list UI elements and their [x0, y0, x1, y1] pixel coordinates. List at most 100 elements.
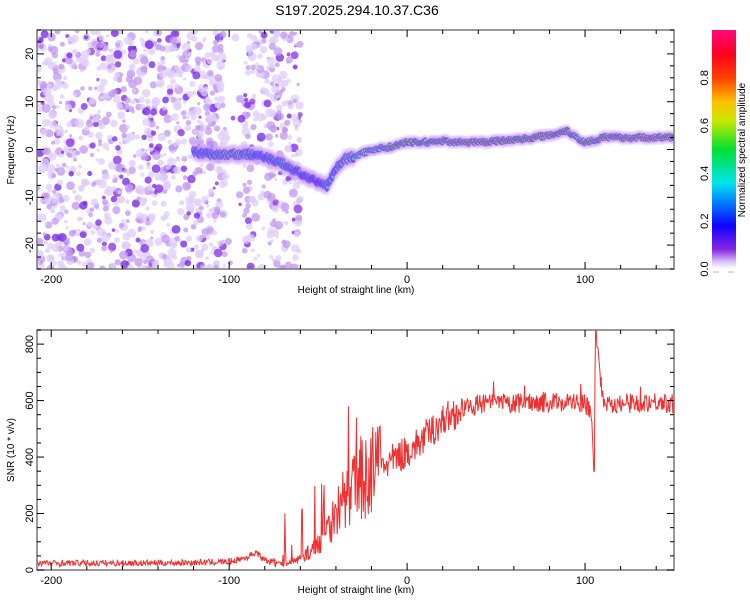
- spectrogram-noise-blob: [178, 261, 186, 268]
- spectrogram-noise-blob: [95, 30, 101, 36]
- spectrogram-noise-blob: [51, 61, 57, 68]
- spectrogram-noise-blob: [43, 192, 50, 199]
- spectrogram-noise-blob: [137, 226, 143, 231]
- spectrogram-noise-blob: [83, 238, 92, 246]
- spectrogram-noise-blob: [205, 137, 214, 146]
- spectrogram-noise-blob: [123, 168, 128, 173]
- spectrogram-noise-blob: [78, 164, 82, 169]
- y-tick-label: -10: [24, 189, 36, 205]
- spectrogram-noise-blob: [246, 262, 255, 269]
- colorbar-ticks: 0.0 0.2 0.4 0.6 0.8: [699, 70, 734, 277]
- spectrogram-noise-blob: [220, 128, 229, 137]
- spectrogram-noise-blob: [276, 110, 282, 116]
- spectrogram-noise-blob: [96, 78, 100, 82]
- spectrogram-noise-blob: [216, 60, 226, 70]
- spectrogram-noise-blob: [205, 96, 211, 102]
- spectrogram-noise-blob: [47, 46, 53, 52]
- spectrogram-noise-blob: [245, 133, 251, 140]
- spectrogram-noise-blob: [183, 77, 187, 81]
- spectrogram-noise-blob: [114, 201, 119, 206]
- spectrogram-noise-blob: [264, 172, 273, 181]
- spectrogram-noise-blob: [257, 53, 263, 59]
- spectrogram-noise-blob: [206, 58, 213, 65]
- spectrogram-noise-blob: [79, 145, 89, 154]
- spectrogram-noise-blob: [221, 251, 228, 258]
- spectrogram-noise-blob: [282, 80, 289, 87]
- spectrogram-noise-blob: [141, 156, 145, 160]
- spectrogram-noise-blob: [296, 195, 304, 203]
- spectrogram-noise-blob: [213, 219, 217, 223]
- spectrogram-noise-blob: [71, 201, 80, 210]
- spectrogram-noise-blob: [44, 248, 50, 254]
- spectrogram-noise-blob: [51, 197, 58, 204]
- spectrogram-noise-blob: [160, 200, 167, 207]
- spectrogram-noise-blob: [140, 243, 150, 253]
- spectrogram-noise-blob: [186, 255, 192, 261]
- spectrogram-noise-blob: [285, 56, 293, 64]
- spectrogram-noise-blob: [209, 90, 216, 96]
- spectrogram-noise-blob: [255, 65, 259, 70]
- spectrogram-noise-blob: [98, 142, 102, 147]
- spectrogram-noise-blob: [98, 265, 106, 269]
- spectrogram-noise-blob: [176, 121, 180, 125]
- spectrogram-noise-blob: [109, 249, 113, 253]
- spectrogram-noise-blob: [192, 71, 201, 80]
- spectrogram-noise-blob: [61, 162, 67, 168]
- spectrogram-noise-blob: [180, 165, 188, 172]
- spectrogram-noise-blob: [92, 116, 99, 123]
- spectrogram-noise-blob: [166, 88, 174, 95]
- spectrogram-noise-blob: [75, 118, 85, 128]
- spectrogram-noise-blob: [184, 124, 192, 132]
- x-tick-label: -200: [40, 274, 62, 286]
- spectrogram-noise-blob: [267, 141, 274, 147]
- spectrogram-noise-blob: [98, 158, 105, 165]
- spectrogram-noise-blob: [37, 249, 44, 259]
- spectrogram-noise-blob: [185, 64, 193, 73]
- spectrogram-noise-blob: [191, 36, 198, 42]
- spectrogram-noise-blob: [43, 240, 49, 245]
- spectrogram-noise-blob: [151, 96, 161, 106]
- spectrogram-noise-blob: [149, 81, 157, 89]
- spectrogram-noise-blob: [73, 157, 77, 162]
- spectrogram-noise-blob: [292, 254, 299, 261]
- spectrogram-noise-blob: [90, 30, 98, 36]
- spectrogram-noise-blob: [155, 30, 162, 37]
- spectrogram-noise-blob: [151, 164, 161, 174]
- spectrogram-noise-blob: [187, 51, 193, 57]
- spectrogram-noise-blob: [203, 86, 209, 91]
- spectrogram-noise-blob: [128, 159, 136, 167]
- spectrogram-noise-blob: [274, 62, 280, 68]
- spectrogram-noise-blob: [107, 242, 117, 252]
- spectrogram-noise-blob: [151, 264, 158, 269]
- spectrogram-noise-blob: [219, 181, 226, 189]
- spectrogram-noise-blob: [246, 223, 253, 230]
- spectrogram-noise-blob: [56, 167, 66, 176]
- spectrogram-noise-blob: [156, 38, 162, 43]
- spectrogram-noise-blob: [238, 202, 242, 207]
- spectrogram-noise-blob: [169, 43, 178, 52]
- spectrogram-noise-blob: [266, 121, 276, 130]
- spectrogram-noise-blob: [99, 62, 108, 71]
- spectrogram-noise-blob: [207, 193, 212, 198]
- spectrogram-noise-blob: [141, 134, 147, 141]
- spectrogram-noise-blob: [112, 206, 121, 215]
- spectrogram-noise-blob: [80, 103, 88, 110]
- spectrogram-noise-blob: [213, 264, 219, 269]
- spectrogram-noise-blob: [37, 184, 41, 191]
- spectrogram-noise-blob: [256, 132, 266, 142]
- spectrogram-noise-blob: [105, 34, 109, 38]
- colorbar-gradient: [712, 30, 736, 269]
- spectrogram-noise-blob: [177, 207, 185, 216]
- spectrogram-noise-blob: [119, 174, 124, 179]
- spectrogram-noise-blob: [116, 77, 123, 83]
- spectrogram-noise-blob: [187, 154, 193, 160]
- spectrogram-marks: [37, 30, 674, 269]
- spectrogram-noise-blob: [75, 56, 82, 63]
- spectrogram-noise-blob: [214, 102, 221, 109]
- spectrogram-noise-blob: [199, 169, 203, 174]
- spectrogram-noise-blob: [150, 108, 158, 116]
- spectrogram-noise-blob: [143, 259, 148, 265]
- spectrogram-noise-blob: [105, 185, 112, 192]
- spectrogram-noise-blob: [280, 31, 288, 39]
- spectrogram-noise-blob: [115, 42, 121, 48]
